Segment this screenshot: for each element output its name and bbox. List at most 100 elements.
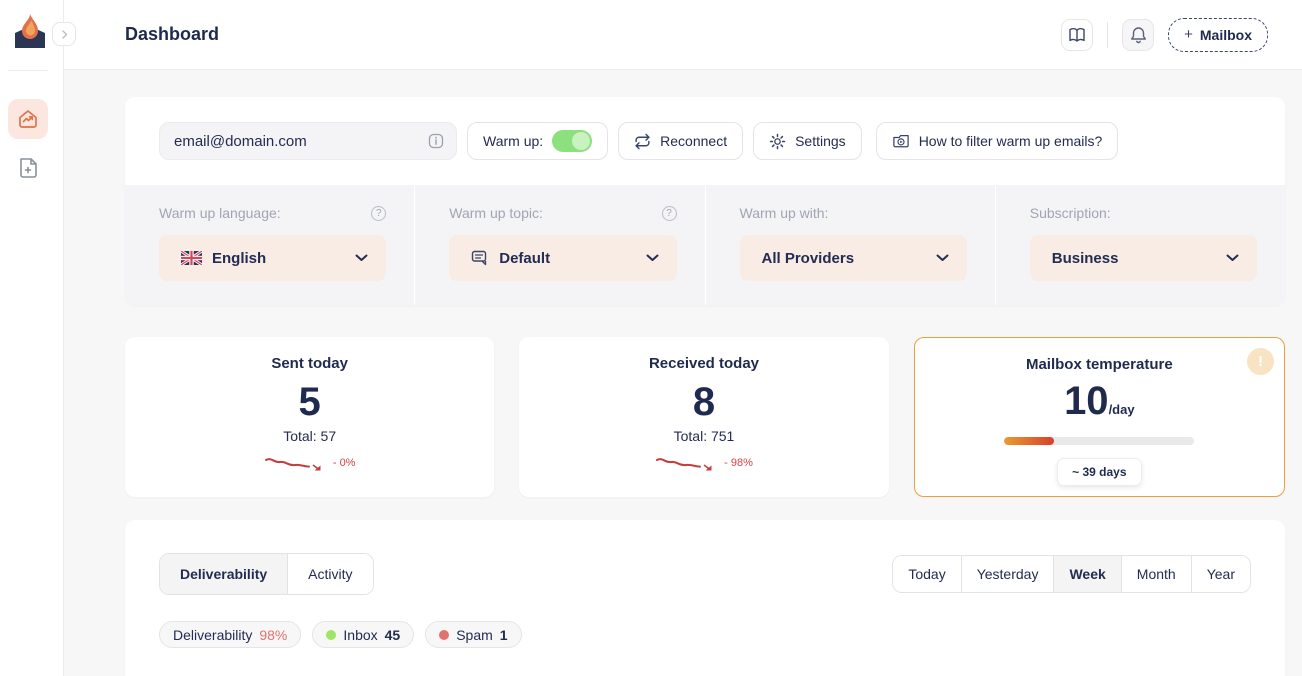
spam-dot-icon bbox=[439, 629, 450, 640]
deliverability-chip-value: 98% bbox=[259, 626, 288, 643]
sidebar-divider bbox=[8, 70, 48, 71]
mailbox-temperature-card: ! Mailbox temperature 10 /day ~ 39 days bbox=[913, 337, 1285, 497]
uk-flag-icon bbox=[181, 251, 202, 265]
warmup-label: Warm up: bbox=[483, 133, 544, 149]
sent-today-total: Total: 57 bbox=[283, 428, 337, 444]
main-content: email@domain.com Warm up: bbox=[64, 70, 1302, 676]
email-value: email@domain.com bbox=[174, 132, 307, 150]
temperature-unit: /day bbox=[1108, 402, 1135, 417]
filter-providers-label: Warm up with: bbox=[739, 205, 829, 221]
add-mailbox-button[interactable]: + Mailbox bbox=[1168, 17, 1268, 52]
sidebar-collapse-button[interactable] bbox=[52, 22, 76, 46]
received-today-value: 8 bbox=[692, 380, 716, 424]
flame-logo-icon bbox=[15, 14, 45, 48]
warmup-toggle-group: Warm up: bbox=[467, 122, 609, 160]
inbox-chip[interactable]: Inbox 45 bbox=[312, 621, 415, 648]
temperature-eta-badge: ~ 39 days bbox=[1057, 458, 1142, 486]
plus-icon: + bbox=[1184, 26, 1193, 43]
sent-today-title: Sent today bbox=[271, 355, 348, 372]
temperature-progress-track bbox=[1004, 437, 1195, 445]
period-year[interactable]: Year bbox=[1190, 556, 1250, 592]
warmup-toggle[interactable] bbox=[552, 130, 593, 152]
sent-change: - 0% bbox=[332, 457, 356, 469]
filter-language: Warm up language: ? Eng bbox=[125, 185, 414, 305]
file-plus-icon bbox=[20, 158, 37, 178]
sent-today-card: Sent today 5 Total: 57 - 0% bbox=[125, 337, 495, 497]
chevron-down-icon bbox=[355, 254, 368, 262]
providers-dropdown[interactable]: All Providers bbox=[739, 235, 967, 281]
toggle-knob bbox=[572, 132, 591, 150]
language-value: English bbox=[212, 249, 267, 267]
app-logo bbox=[10, 12, 50, 54]
tab-deliverability[interactable]: Deliverability bbox=[160, 554, 288, 594]
chevron-down-icon bbox=[936, 254, 949, 262]
howto-filter-button[interactable]: How to filter warm up emails? bbox=[875, 122, 1119, 160]
repeat-icon bbox=[635, 133, 650, 149]
subscription-value: Business bbox=[1051, 249, 1119, 267]
temperature-progress-fill bbox=[1004, 437, 1054, 445]
tab-activity[interactable]: Activity bbox=[287, 554, 373, 594]
book-icon bbox=[1069, 27, 1085, 42]
page-title: Dashboard bbox=[125, 24, 220, 44]
filters-row: Warm up language: ? Eng bbox=[125, 185, 1285, 305]
email-row: email@domain.com Warm up: bbox=[125, 97, 1285, 185]
deliverability-chip-label: Deliverability bbox=[173, 626, 253, 643]
received-change: - 98% bbox=[724, 457, 753, 469]
bell-icon bbox=[1130, 26, 1146, 43]
settings-label: Settings bbox=[795, 133, 846, 149]
analytics-panel: Deliverability Activity Today Yesterday … bbox=[125, 520, 1285, 676]
subscription-dropdown[interactable]: Business bbox=[1029, 235, 1257, 281]
period-yesterday[interactable]: Yesterday bbox=[960, 556, 1054, 592]
inbox-dot-icon bbox=[326, 629, 337, 640]
received-today-title: Received today bbox=[648, 355, 760, 372]
decline-sparkline-icon bbox=[264, 458, 321, 471]
home-trend-icon bbox=[19, 110, 37, 128]
spam-chip-label: Spam bbox=[456, 626, 493, 643]
warning-icon[interactable]: ! bbox=[1246, 348, 1274, 375]
language-dropdown[interactable]: English bbox=[159, 235, 387, 281]
spam-chip-value: 1 bbox=[499, 626, 508, 643]
inbox-chip-label: Inbox bbox=[343, 626, 378, 643]
temperature-title: Mailbox temperature bbox=[1025, 356, 1173, 373]
help-icon[interactable]: ? bbox=[371, 205, 387, 221]
gear-icon bbox=[769, 133, 786, 149]
period-week[interactable]: Week bbox=[1053, 556, 1121, 592]
settings-button[interactable]: Settings bbox=[753, 122, 862, 160]
chevron-down-icon bbox=[1226, 254, 1239, 262]
info-icon[interactable] bbox=[428, 133, 444, 149]
sidebar-item-dashboard[interactable] bbox=[8, 99, 48, 139]
mailbox-control-card: email@domain.com Warm up: bbox=[125, 97, 1285, 305]
sidebar-item-add-template[interactable] bbox=[8, 148, 48, 188]
topic-dropdown[interactable]: Default bbox=[449, 235, 677, 281]
deliverability-chip[interactable]: Deliverability 98% bbox=[159, 621, 302, 648]
howto-filter-label: How to filter warm up emails? bbox=[918, 133, 1103, 149]
filter-providers: Warm up with: All Providers bbox=[704, 185, 995, 305]
reconnect-button[interactable]: Reconnect bbox=[618, 122, 744, 160]
filter-topic-label: Warm up topic: bbox=[449, 205, 543, 221]
sidebar bbox=[0, 0, 76, 676]
spam-chip[interactable]: Spam 1 bbox=[425, 621, 522, 648]
filter-subscription-label: Subscription: bbox=[1029, 205, 1111, 221]
add-mailbox-label: Mailbox bbox=[1199, 26, 1252, 43]
chevron-right-icon bbox=[61, 29, 67, 39]
received-today-total: Total: 751 bbox=[673, 428, 735, 444]
period-today[interactable]: Today bbox=[893, 556, 961, 592]
video-tutorial-icon bbox=[892, 135, 909, 148]
reconnect-label: Reconnect bbox=[660, 133, 728, 149]
docs-button[interactable] bbox=[1061, 18, 1094, 51]
filter-subscription: Subscription: Business bbox=[994, 185, 1285, 305]
sent-today-value: 5 bbox=[298, 380, 321, 424]
email-select[interactable]: email@domain.com bbox=[159, 122, 457, 160]
panel-tabs: Deliverability Activity bbox=[159, 553, 374, 595]
topic-value: Default bbox=[499, 249, 551, 267]
providers-value: All Providers bbox=[761, 249, 855, 267]
help-icon[interactable]: ? bbox=[661, 205, 677, 221]
filter-topic: Warm up topic: ? Default bbox=[414, 185, 704, 305]
inbox-chip-value: 45 bbox=[384, 626, 401, 643]
chevron-down-icon bbox=[646, 254, 659, 262]
notifications-button[interactable] bbox=[1122, 18, 1155, 51]
chat-icon bbox=[472, 250, 487, 266]
period-month[interactable]: Month bbox=[1120, 556, 1191, 592]
received-today-card: Received today 8 Total: 751 - 98% bbox=[519, 337, 889, 497]
